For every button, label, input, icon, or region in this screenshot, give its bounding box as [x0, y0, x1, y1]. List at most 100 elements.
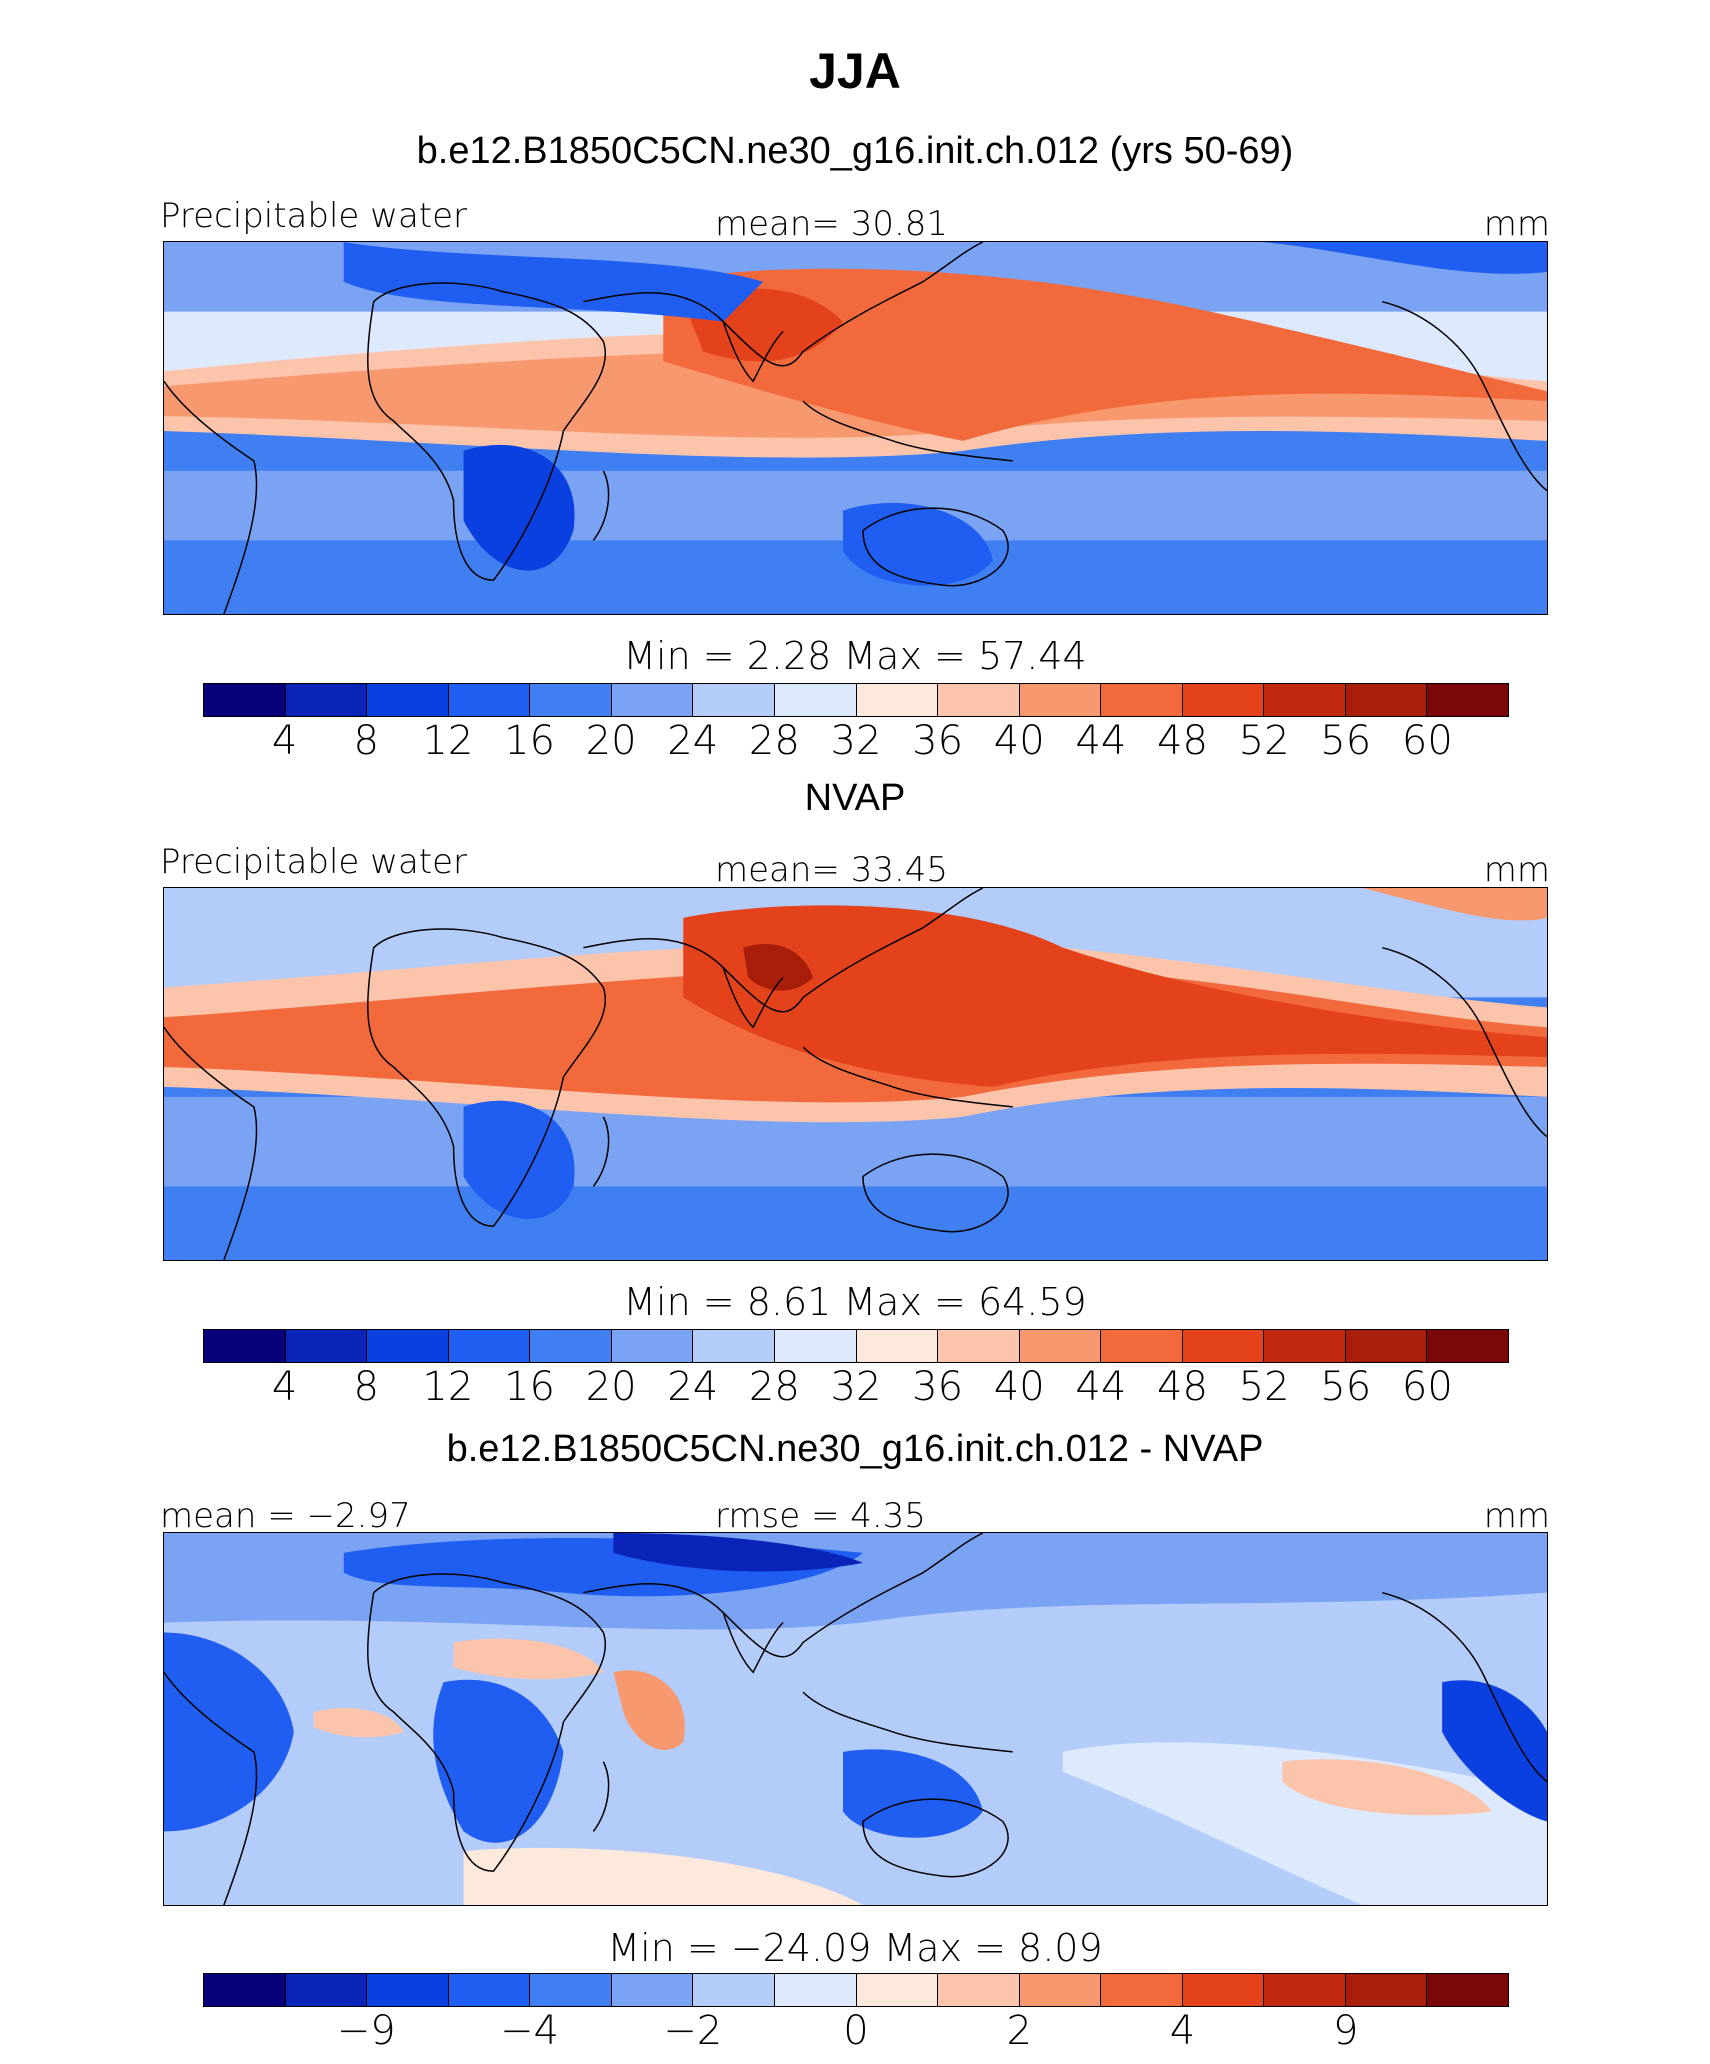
colorbar-segment — [448, 684, 531, 716]
panel-1-colorbar-ticks: 4 8 12 16 20 24 28 32 36 40 44 48 52 56 60 — [203, 718, 1509, 764]
colorbar-segment — [774, 1330, 857, 1362]
colorbar-segment — [1427, 1330, 1508, 1362]
colorbar-segment — [285, 684, 368, 716]
panel-3-coastlines — [164, 1533, 1547, 1905]
colorbar-segment — [611, 684, 694, 716]
colorbar-segment — [1101, 684, 1183, 716]
colorbar-segment — [774, 1974, 857, 2006]
colorbar-segment — [693, 1974, 775, 2006]
colorbar-tick-label: 20 — [585, 718, 637, 764]
panel-2-map — [163, 887, 1548, 1261]
colorbar-tick-label: 36 — [912, 718, 964, 764]
colorbar-tick-label: 16 — [504, 718, 555, 764]
colorbar-segment — [693, 684, 775, 716]
colorbar-segment — [367, 1330, 449, 1362]
colorbar-tick-label: 40 — [993, 1364, 1045, 1410]
colorbar-segment — [530, 1974, 612, 2006]
panel-3-min-max: Min = −24.09 Max = 8.09 — [607, 1926, 1103, 1970]
colorbar-tick-label: 12 — [422, 1364, 474, 1410]
colorbar-segment — [856, 1974, 939, 2006]
colorbar-tick-label: 4 — [271, 718, 298, 764]
colorbar-segment — [448, 1974, 531, 2006]
panel-1-variable-label: Precipitable water — [160, 196, 468, 236]
colorbar-segment — [285, 1974, 368, 2006]
colorbar-tick-label: −4 — [500, 2008, 559, 2054]
colorbar-tick-label: 40 — [993, 718, 1045, 764]
colorbar-segment — [693, 1330, 775, 1362]
colorbar-tick-label: 56 — [1320, 1364, 1372, 1410]
colorbar-segment — [1182, 684, 1265, 716]
colorbar-segment — [938, 684, 1020, 716]
colorbar-segment — [1264, 1974, 1346, 2006]
colorbar-tick-label: 28 — [748, 718, 800, 764]
colorbar-tick-label: 20 — [585, 1364, 637, 1410]
colorbar-tick-label: 32 — [830, 718, 882, 764]
colorbar-tick-label: 36 — [912, 1364, 964, 1410]
colorbar-tick-label: 28 — [748, 1364, 800, 1410]
figure-title: JJA — [809, 43, 901, 99]
colorbar-segment — [1345, 684, 1428, 716]
colorbar-segment — [1427, 1974, 1508, 2006]
colorbar-segment — [1264, 684, 1346, 716]
colorbar-tick-label: 56 — [1320, 718, 1372, 764]
colorbar-tick-label: 60 — [1401, 718, 1453, 764]
panel-1-coastlines — [164, 242, 1547, 614]
colorbar-tick-label: 48 — [1157, 1364, 1208, 1410]
colorbar-segment — [367, 1974, 449, 2006]
colorbar-tick-label: 0 — [843, 2008, 869, 2054]
colorbar-segment — [448, 1330, 531, 1362]
colorbar-segment — [1427, 684, 1508, 716]
panel-3-rmse-label: rmse = 4.35 — [715, 1496, 926, 1536]
panel-3-mean-label: mean = −2.97 — [160, 1496, 411, 1536]
colorbar-segment — [1019, 1974, 1102, 2006]
colorbar-segment — [1101, 1974, 1183, 2006]
panel-3-units: mm — [1483, 1496, 1550, 1536]
colorbar-tick-label: 8 — [353, 1364, 379, 1410]
colorbar-tick-label: 24 — [667, 718, 719, 764]
colorbar-tick-label: 44 — [1075, 718, 1127, 764]
colorbar-segment — [1101, 1330, 1183, 1362]
panel-1-mean-label: mean= 30.81 — [715, 204, 949, 244]
colorbar-segment — [1264, 1330, 1346, 1362]
colorbar-segment — [204, 684, 286, 716]
colorbar-segment — [938, 1974, 1020, 2006]
colorbar-tick-label: 52 — [1238, 718, 1290, 764]
colorbar-segment — [530, 1330, 612, 1362]
colorbar-segment — [611, 1330, 694, 1362]
colorbar-tick-label: 48 — [1157, 718, 1208, 764]
panel-2-mean-label: mean= 33.45 — [715, 850, 949, 890]
colorbar-segment — [530, 684, 612, 716]
colorbar-segment — [1345, 1974, 1428, 2006]
colorbar-segment — [1345, 1330, 1428, 1362]
panel-2-colorbar — [203, 1329, 1509, 1363]
colorbar-segment — [1019, 1330, 1102, 1362]
colorbar-tick-label: 44 — [1075, 1364, 1127, 1410]
panel-2-colorbar-ticks: 4 8 12 16 20 24 28 32 36 40 44 48 52 56 60 — [203, 1364, 1509, 1410]
colorbar-tick-label: 12 — [422, 718, 474, 764]
colorbar-segment — [611, 1974, 694, 2006]
colorbar-tick-label: 2 — [1006, 2008, 1032, 2054]
panel-1-map — [163, 241, 1548, 615]
panel-1-subtitle: b.e12.B1850C5CN.ne30_g16.init.ch.012 (yr… — [416, 130, 1294, 172]
colorbar-tick-label: 4 — [1169, 2008, 1196, 2054]
panel-2-min-max: Min = 8.61 Max = 64.59 — [623, 1280, 1087, 1324]
colorbar-tick-label: 4 — [271, 1364, 298, 1410]
panel-3-map — [163, 1532, 1548, 1906]
colorbar-tick-label: 24 — [667, 1364, 719, 1410]
colorbar-segment — [204, 1974, 286, 2006]
panel-1-min-max: Min = 2.28 Max = 57.44 — [623, 634, 1087, 678]
colorbar-segment — [938, 1330, 1020, 1362]
panel-2-map-svg — [164, 888, 1547, 1260]
colorbar-segment — [285, 1330, 368, 1362]
colorbar-segment — [1182, 1330, 1265, 1362]
panel-2-coastlines — [164, 888, 1547, 1260]
colorbar-tick-label: 32 — [830, 1364, 882, 1410]
panel-2-subtitle: NVAP — [804, 777, 906, 819]
panel-2-units: mm — [1483, 850, 1550, 890]
panel-1-map-svg — [164, 242, 1547, 614]
panel-3-colorbar-ticks: −9 −4 −2 0 2 4 9 — [203, 2008, 1509, 2054]
colorbar-tick-label: −9 — [336, 2008, 396, 2054]
colorbar-tick-label: 52 — [1238, 1364, 1290, 1410]
colorbar-tick-label: 8 — [353, 718, 379, 764]
panel-1-units: mm — [1483, 204, 1550, 244]
